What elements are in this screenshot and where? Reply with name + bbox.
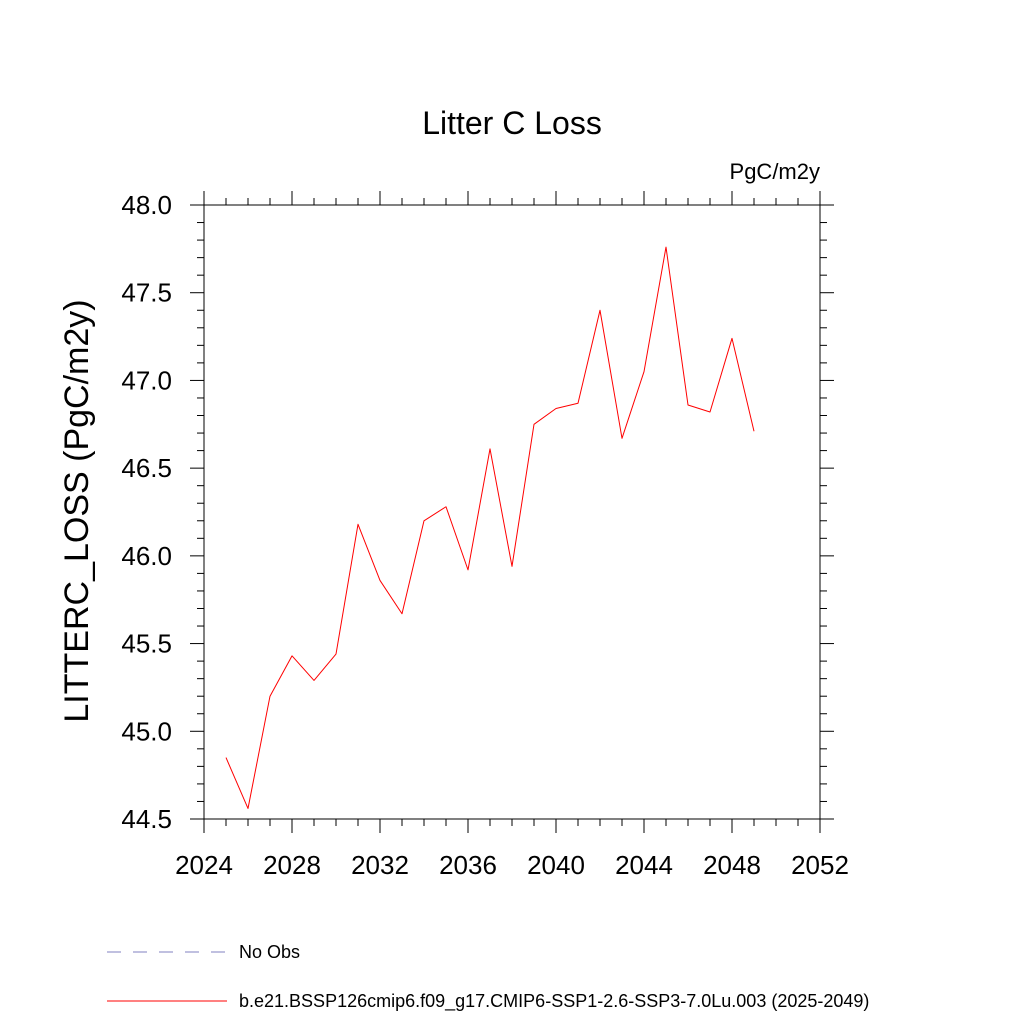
x-tick-label: 2044 [615, 850, 673, 880]
y-tick-label: 45.0 [121, 716, 172, 746]
y-axis-title: LITTERC_LOSS (PgC/m2y) [58, 299, 96, 722]
x-tick-label: 2040 [527, 850, 585, 880]
y-tick-label: 47.5 [121, 278, 172, 308]
legend-label-model: b.e21.BSSP126cmip6.f09_g17.CMIP6-SSP1-2.… [239, 991, 869, 1012]
units-label: PgC/m2y [730, 159, 820, 184]
x-tick-label: 2032 [351, 850, 409, 880]
y-tick-label: 45.5 [121, 629, 172, 659]
series-layer [225, 246, 755, 809]
y-tick-label: 46.5 [121, 453, 172, 483]
plot-frame [203, 204, 821, 820]
x-tick-label: 2028 [263, 850, 321, 880]
axis-ticks: 2024 2028 2032 2036 2040 2044 2048 2052 44.5 45.0… [121, 190, 849, 880]
x-tick-label: 2036 [439, 850, 497, 880]
legend-label-no-obs: No Obs [239, 942, 300, 962]
legend: No Obs b.e21.BSSP126cmip6.f09_g17.CMIP6-… [107, 942, 869, 1012]
x-tick-label: 2048 [703, 850, 761, 880]
y-tick-label: 48.0 [121, 190, 172, 220]
series-line [225, 246, 755, 809]
x-tick-label: 2024 [175, 850, 233, 880]
y-tick-label: 46.0 [121, 541, 172, 571]
x-tick-label: 2052 [791, 850, 849, 880]
y-tick-label: 44.5 [121, 804, 172, 834]
y-tick-label: 47.0 [121, 365, 172, 395]
chart-title: Litter C Loss [422, 105, 602, 141]
